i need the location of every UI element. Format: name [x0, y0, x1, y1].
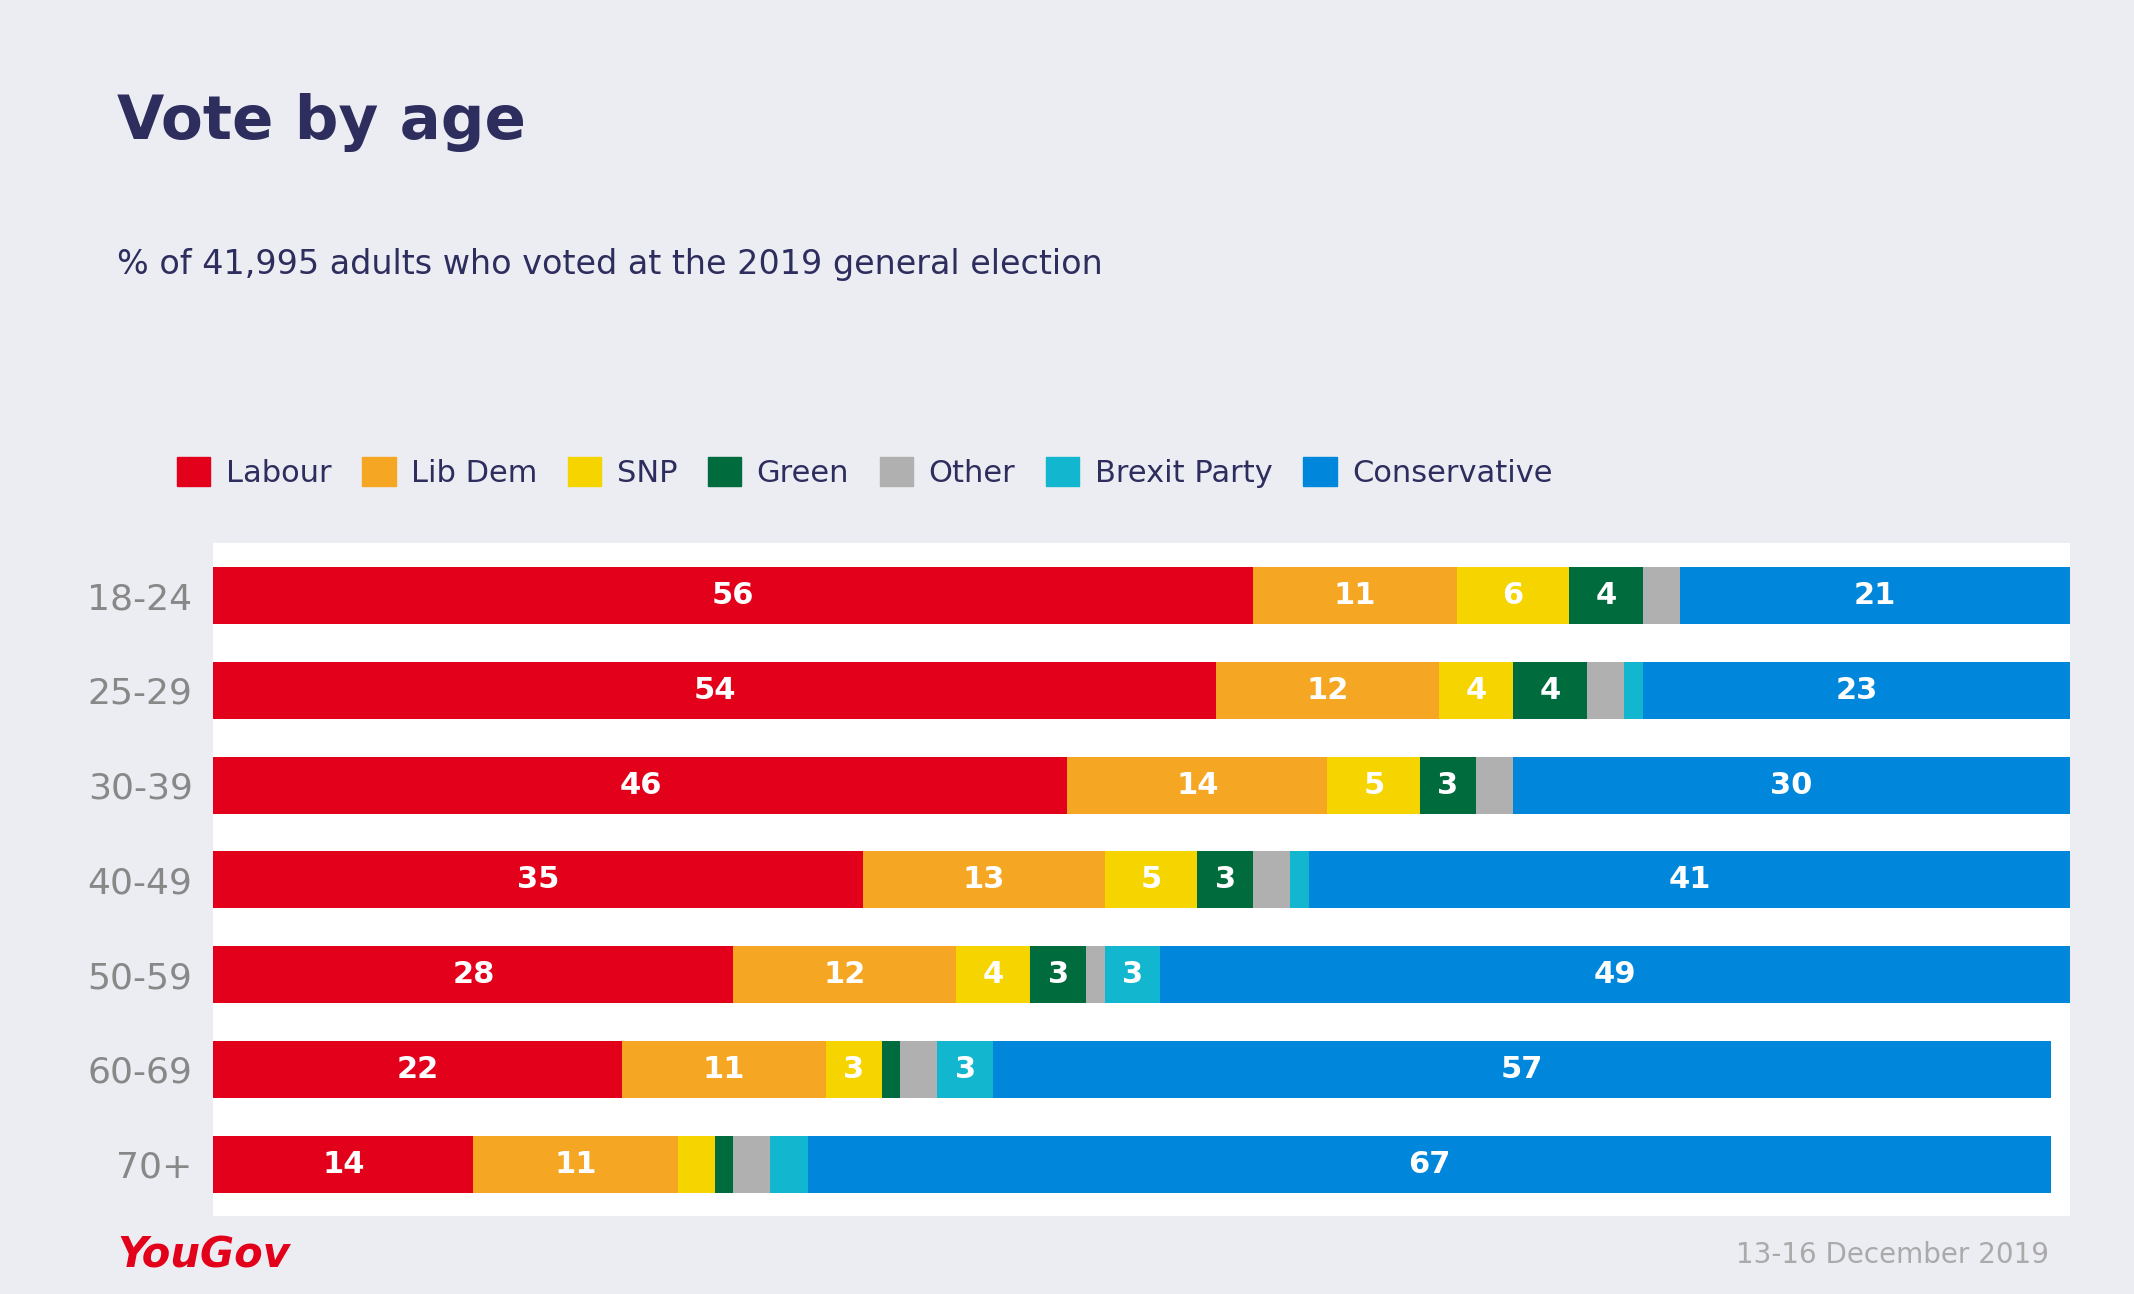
Text: 12: 12 — [1306, 675, 1349, 705]
Text: YouGov: YouGov — [117, 1234, 290, 1276]
Text: 14: 14 — [322, 1150, 365, 1179]
Bar — [1161, 946, 2070, 1003]
Text: 3: 3 — [1048, 960, 1069, 989]
Bar — [956, 946, 1031, 1003]
Text: 54: 54 — [694, 675, 736, 705]
Bar — [937, 1042, 992, 1097]
Text: 35: 35 — [516, 866, 559, 894]
Bar — [826, 1042, 881, 1097]
Bar — [1253, 851, 1291, 908]
Text: 23: 23 — [1835, 675, 1878, 705]
Text: 3: 3 — [1214, 866, 1236, 894]
Text: 21: 21 — [1854, 581, 1897, 609]
Bar — [807, 1136, 2051, 1193]
Bar — [621, 1042, 826, 1097]
Text: 14: 14 — [1176, 771, 1219, 800]
Bar — [862, 851, 1105, 908]
Text: 4: 4 — [1539, 675, 1560, 705]
Bar — [213, 663, 1216, 718]
Bar — [1513, 663, 1588, 718]
Bar — [213, 851, 862, 908]
Text: 13-16 December 2019: 13-16 December 2019 — [1735, 1241, 2049, 1269]
Text: 57: 57 — [1500, 1055, 1543, 1084]
Bar — [1568, 567, 1643, 624]
Bar — [474, 1136, 679, 1193]
Bar — [1216, 663, 1438, 718]
Bar — [213, 1042, 621, 1097]
Text: 11: 11 — [702, 1055, 745, 1084]
Bar — [1253, 567, 1458, 624]
Text: 6: 6 — [1502, 581, 1524, 609]
Bar — [734, 1136, 770, 1193]
Text: 30: 30 — [1771, 771, 1812, 800]
Bar — [1624, 663, 1643, 718]
Text: 49: 49 — [1594, 960, 1637, 989]
Bar — [715, 1136, 734, 1193]
Bar — [1421, 757, 1477, 814]
Bar — [213, 946, 734, 1003]
Text: 46: 46 — [619, 771, 662, 800]
Text: 3: 3 — [1122, 960, 1144, 989]
Bar — [213, 567, 1253, 624]
Text: 3: 3 — [843, 1055, 864, 1084]
Text: 4: 4 — [1596, 581, 1615, 609]
Bar — [1643, 567, 1679, 624]
Bar — [213, 757, 1067, 814]
Bar — [1067, 757, 1327, 814]
Bar — [1197, 851, 1253, 908]
Bar — [1105, 946, 1161, 1003]
Bar — [1679, 567, 2070, 624]
Bar — [1438, 663, 1513, 718]
Bar — [1458, 567, 1568, 624]
Bar — [770, 1136, 807, 1193]
Bar — [1105, 851, 1197, 908]
Bar — [1291, 851, 1308, 908]
Text: 3: 3 — [1438, 771, 1458, 800]
Bar — [1513, 757, 2070, 814]
Bar — [1308, 851, 2070, 908]
Bar — [1588, 663, 1624, 718]
Text: 11: 11 — [1334, 581, 1376, 609]
Text: 56: 56 — [713, 581, 755, 609]
Text: % of 41,995 adults who voted at the 2019 general election: % of 41,995 adults who voted at the 2019… — [117, 248, 1103, 282]
Bar — [1643, 663, 2070, 718]
Text: 5: 5 — [1364, 771, 1385, 800]
Bar — [1477, 757, 1513, 814]
Bar — [881, 1042, 901, 1097]
Text: 12: 12 — [824, 960, 866, 989]
Text: 3: 3 — [954, 1055, 975, 1084]
Bar — [992, 1042, 2051, 1097]
Bar — [213, 1136, 474, 1193]
Text: 4: 4 — [982, 960, 1003, 989]
Text: 11: 11 — [555, 1150, 598, 1179]
Text: 13: 13 — [962, 866, 1005, 894]
Legend: Labour, Lib Dem, SNP, Green, Other, Brexit Party, Conservative: Labour, Lib Dem, SNP, Green, Other, Brex… — [164, 445, 1564, 499]
Text: 28: 28 — [452, 960, 495, 989]
Text: 22: 22 — [397, 1055, 440, 1084]
Text: Vote by age: Vote by age — [117, 93, 527, 153]
Text: 41: 41 — [1669, 866, 1711, 894]
Bar — [734, 946, 956, 1003]
Bar — [1327, 757, 1421, 814]
Text: 67: 67 — [1408, 1150, 1451, 1179]
Bar — [1086, 946, 1105, 1003]
Bar — [679, 1136, 715, 1193]
Bar — [901, 1042, 937, 1097]
Bar — [1031, 946, 1086, 1003]
Text: 4: 4 — [1466, 675, 1487, 705]
Text: 5: 5 — [1140, 866, 1161, 894]
